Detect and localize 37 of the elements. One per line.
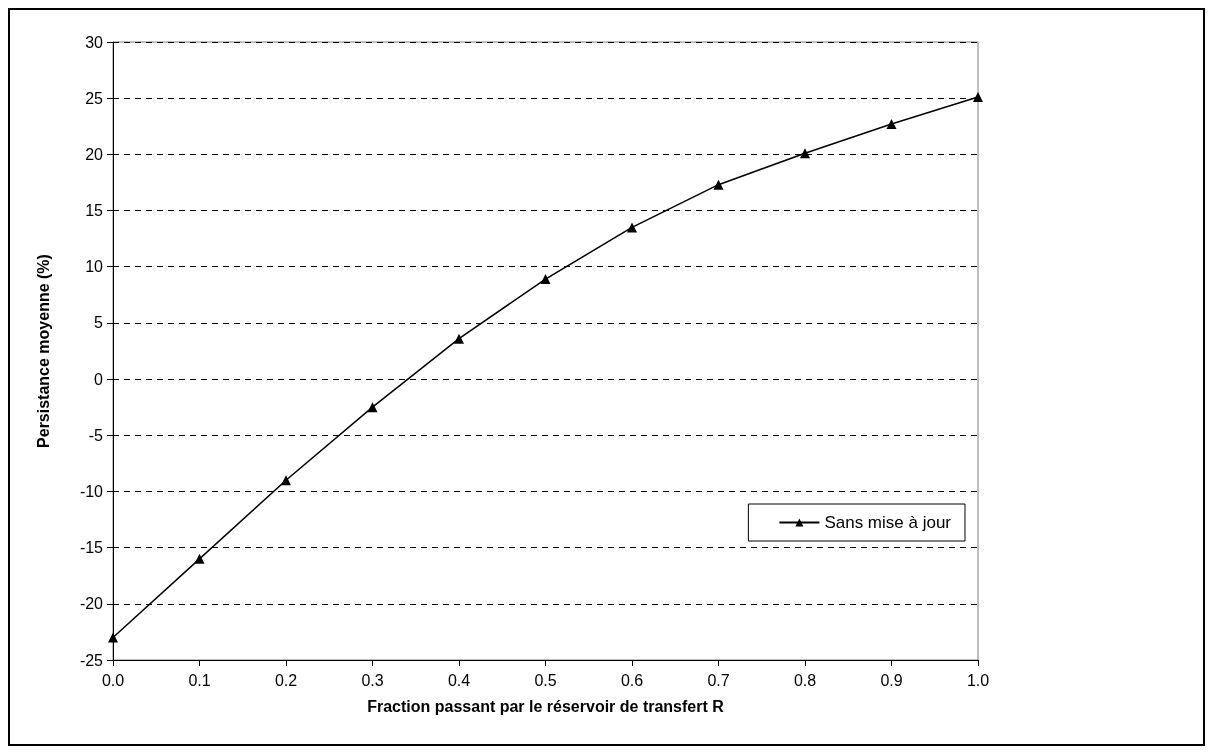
point [973, 92, 983, 103]
x-tick-label: 0.7 [707, 671, 730, 689]
y-axis-title: Persistance moyenne (%) [34, 254, 52, 448]
y-tick-label: 0 [94, 370, 104, 388]
x-axis-title: Fraction passant par le réservoir de transfert R [367, 697, 725, 715]
y-tick-label: 20 [85, 145, 104, 163]
y-tick-label: 30 [85, 33, 104, 51]
x-tick-label: 0.4 [447, 671, 471, 689]
y-tick-label: -25 [79, 651, 104, 669]
y-tick-label: 25 [85, 89, 104, 107]
point [108, 632, 118, 643]
y-tick-label: 15 [85, 202, 104, 220]
x-tick-label: 0.1 [188, 671, 211, 689]
y-tick-label: 5 [94, 314, 104, 332]
x-tick-label: 0.3 [361, 671, 384, 689]
x-tick-label: 0.8 [793, 671, 817, 689]
point [281, 475, 291, 486]
point [367, 402, 378, 413]
point [886, 119, 897, 130]
y-tick-label: -15 [79, 539, 104, 557]
point [627, 222, 637, 233]
point [800, 148, 810, 159]
y-tick-label: -5 [88, 426, 104, 444]
point [454, 333, 464, 344]
y-tick-label: -20 [79, 595, 104, 613]
x-tick-label: 0.0 [101, 671, 125, 689]
point [540, 274, 551, 285]
x-tick-label: 1.0 [966, 671, 990, 689]
point [194, 553, 205, 564]
x-tick-label: 0.9 [880, 671, 903, 689]
x-tick-label: 0.2 [274, 671, 298, 689]
point [713, 179, 724, 190]
x-tick-label: 0.6 [620, 671, 644, 689]
y-tick-label: -10 [79, 482, 104, 500]
legend-label: Sans mise à jour [824, 513, 952, 532]
y-tick-label: 10 [85, 258, 104, 276]
x-tick-label: 0.5 [534, 671, 557, 689]
